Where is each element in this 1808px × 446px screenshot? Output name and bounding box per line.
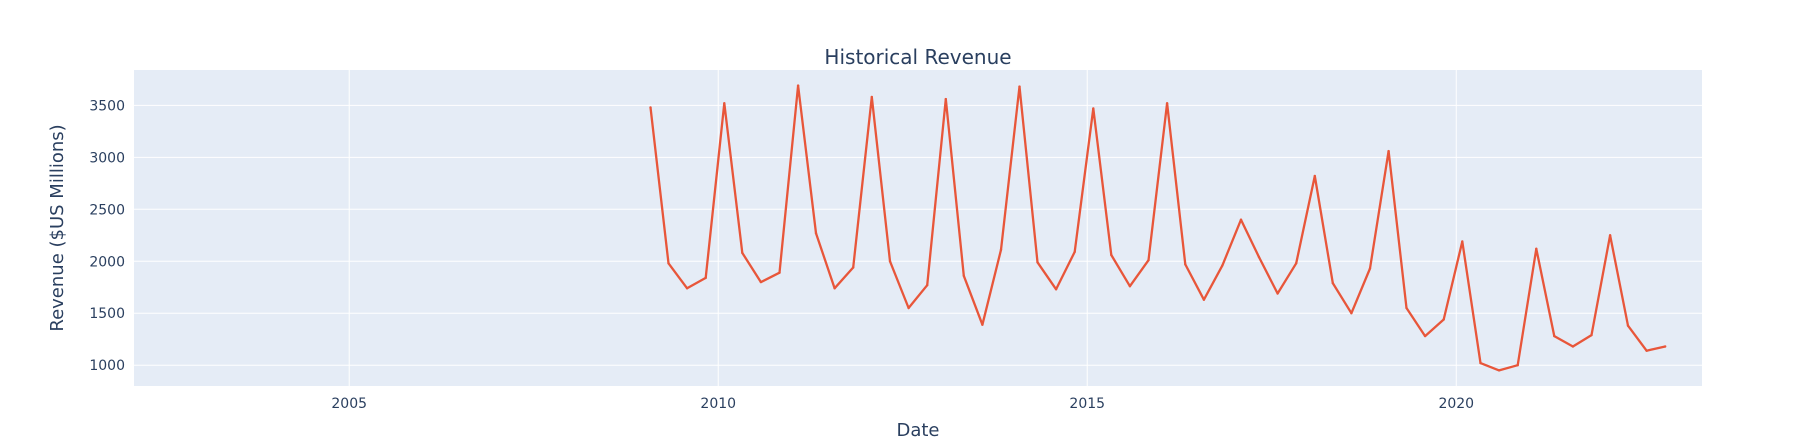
data-point	[1423, 334, 1427, 338]
chart-title: Historical Revenue	[824, 45, 1011, 69]
x-tick-label: 2005	[331, 396, 367, 412]
x-axis-title: Date	[896, 420, 939, 441]
data-point	[796, 84, 800, 87]
data-point	[1128, 285, 1132, 288]
data-point	[759, 280, 763, 284]
data-point	[741, 251, 744, 255]
data-point	[870, 95, 873, 99]
data-point	[888, 260, 892, 263]
data-point	[1202, 298, 1206, 301]
data-point	[999, 248, 1003, 251]
data-point	[852, 266, 855, 269]
data-point	[1664, 345, 1667, 348]
y-gridlines	[134, 104, 1702, 366]
x-gridlines	[348, 70, 1457, 386]
data-point	[814, 232, 818, 235]
data-point	[667, 262, 670, 265]
data-point	[1387, 149, 1390, 153]
data-point	[1571, 345, 1575, 348]
data-point	[1313, 174, 1317, 178]
data-point	[1018, 85, 1021, 88]
data-point	[704, 276, 707, 280]
x-tick-label: 2020	[1438, 396, 1474, 412]
y-axis-title: Revenue ($US Millions)	[47, 124, 68, 331]
data-point	[1479, 361, 1482, 365]
data-point	[649, 106, 652, 109]
y-tick-label: 1000	[89, 358, 125, 374]
revenue-line	[649, 84, 1666, 372]
data-point	[1276, 292, 1279, 295]
data-point	[1257, 255, 1261, 259]
data-point	[723, 102, 726, 105]
data-point	[1442, 318, 1445, 321]
x-tick-labels: 2005 2010 2015 2020	[331, 396, 1474, 412]
data-point	[1368, 267, 1372, 270]
data-point	[1405, 306, 1408, 310]
data-point	[1165, 102, 1169, 105]
data-point	[1295, 262, 1298, 265]
y-tick-label: 3500	[89, 98, 125, 114]
data-point	[685, 287, 689, 290]
y-tick-label: 2500	[89, 202, 125, 218]
data-point	[962, 274, 965, 277]
data-point	[1239, 218, 1243, 221]
data-point	[907, 306, 910, 310]
data-point	[1054, 288, 1058, 291]
data-point	[981, 323, 984, 326]
data-point	[1497, 369, 1501, 372]
data-point	[944, 97, 947, 101]
y-tick-label: 2000	[89, 254, 125, 270]
y-tick-label: 1500	[89, 306, 125, 322]
data-point	[1645, 349, 1648, 352]
data-point	[1461, 240, 1464, 243]
data-point	[1092, 107, 1095, 110]
data-point	[1553, 334, 1556, 338]
x-tick-label: 2015	[1069, 396, 1105, 412]
data-point	[1608, 234, 1612, 237]
data-point	[1590, 333, 1593, 337]
data-point	[833, 287, 836, 290]
y-tick-label: 3000	[89, 150, 125, 166]
data-point	[1535, 247, 1538, 250]
data-point	[926, 284, 929, 287]
data-point	[1350, 312, 1353, 315]
data-point	[1036, 261, 1039, 264]
x-tick-label: 2010	[700, 396, 736, 412]
data-point	[778, 271, 781, 274]
data-point	[1184, 263, 1187, 266]
data-point	[1331, 281, 1335, 285]
data-point	[1147, 259, 1150, 262]
data-point	[1110, 253, 1113, 257]
y-tick-labels: 1000 1500 2000 2500 3000 3500	[89, 98, 125, 374]
plot-area	[134, 70, 1702, 386]
data-point	[1516, 364, 1519, 367]
data-point	[1626, 324, 1630, 327]
data-point	[1073, 250, 1076, 254]
data-points	[649, 84, 1667, 372]
data-point	[1221, 264, 1224, 267]
